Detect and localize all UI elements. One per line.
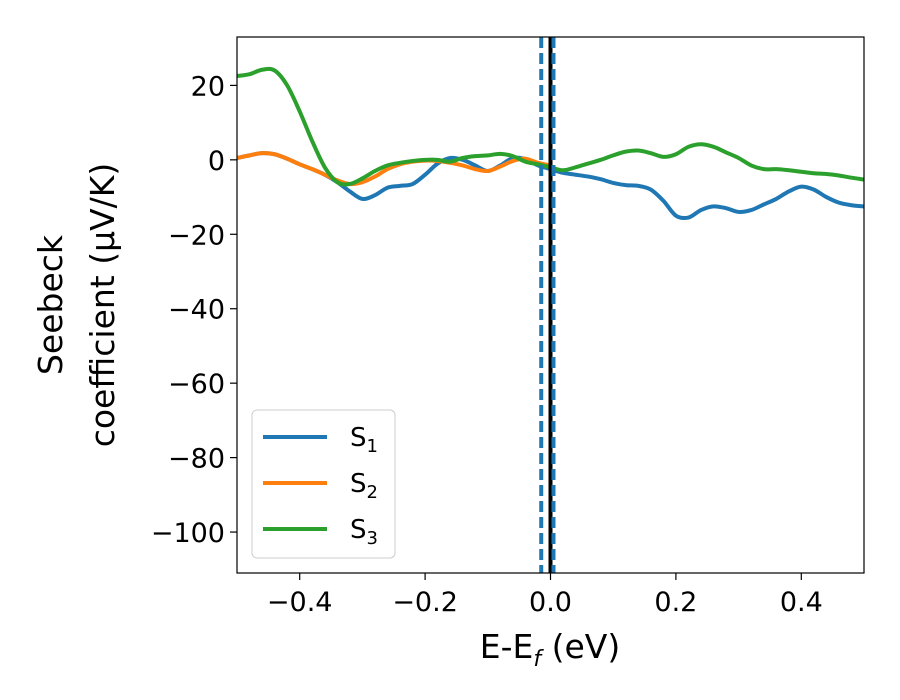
y-axis-title: Seebeck coefficient (μV/K) xyxy=(31,163,122,448)
y-tick-label: −20 xyxy=(168,220,225,251)
x-tick-label: −0.4 xyxy=(267,587,333,618)
legend-label-s3: S3 xyxy=(350,515,378,549)
y-tick-label: 20 xyxy=(191,71,225,102)
y-tick-label: −60 xyxy=(168,369,225,400)
vline-layer xyxy=(539,37,556,573)
y-tick-label: 0 xyxy=(208,146,225,177)
y-axis-title-line2: coefficient (μV/K) xyxy=(83,163,122,448)
x-axis-title: E-Ef (eV) xyxy=(480,627,620,672)
x-axis: −0.4 −0.2 0.0 0.2 0.4 xyxy=(267,573,823,618)
legend-label-s1: S1 xyxy=(350,423,378,457)
x-tick-label: 0.2 xyxy=(654,587,697,618)
y-axis: 20 0 −20 −40 −60 −80 −100 xyxy=(151,71,237,549)
y-tick-label: −80 xyxy=(168,444,225,475)
legend-label-s2: S2 xyxy=(350,469,378,503)
x-tick-label: 0.0 xyxy=(529,587,572,618)
y-tick-label: −100 xyxy=(151,518,225,549)
x-tick-label: −0.2 xyxy=(392,587,458,618)
y-axis-title-line1: Seebeck xyxy=(31,234,70,375)
x-tick-label: 0.4 xyxy=(780,587,823,618)
y-tick-label: −40 xyxy=(168,295,225,326)
series-line-s2 xyxy=(237,151,553,187)
legend: S1 S2 S3 xyxy=(251,409,396,559)
